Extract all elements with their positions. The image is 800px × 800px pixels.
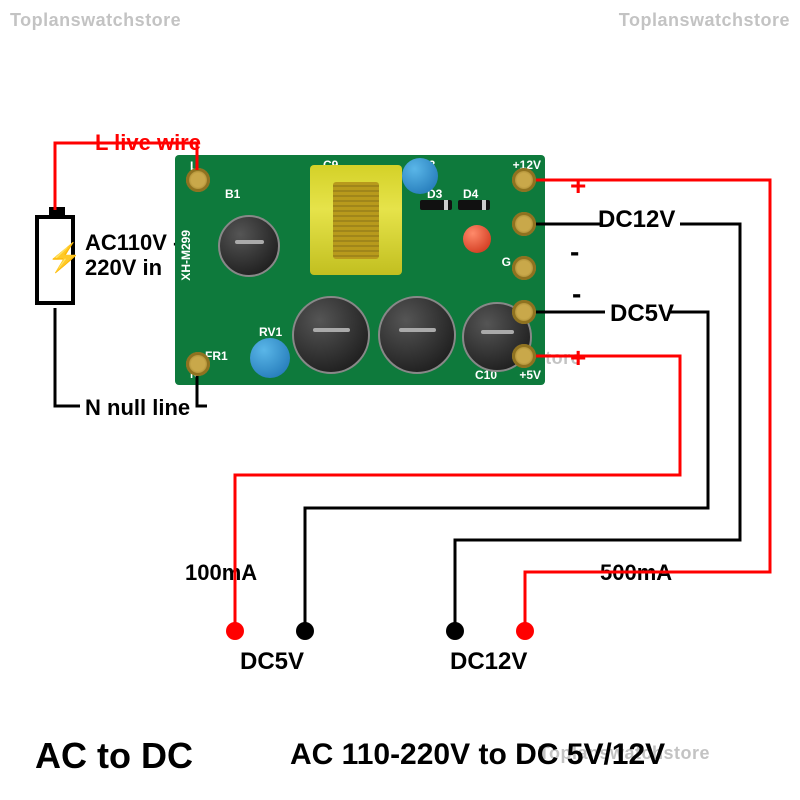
silk-b1: B1 bbox=[225, 187, 240, 201]
pad-l bbox=[186, 168, 210, 192]
transformer bbox=[310, 165, 402, 275]
watermark-tl: Toplanswatchstore bbox=[10, 10, 181, 31]
term-dc12v-neg bbox=[446, 622, 464, 640]
label-dc12v: DC12V bbox=[598, 206, 675, 234]
pad-12v-minus bbox=[512, 212, 536, 236]
term-dc5v-pos bbox=[226, 622, 244, 640]
label-ac-in-1: AC110V - bbox=[85, 230, 180, 256]
label-100ma: 100mA bbox=[185, 560, 257, 586]
ac-source-icon: ⚡ bbox=[35, 215, 75, 305]
bolt-icon: ⚡ bbox=[47, 241, 82, 274]
label-n-null: N null line bbox=[85, 395, 190, 421]
label-plus-5: + bbox=[570, 342, 586, 374]
pad-gnd bbox=[512, 256, 536, 280]
silk-rv1: RV1 bbox=[259, 325, 282, 339]
silk-xh: XH-M299 bbox=[179, 230, 193, 281]
cap-big2 bbox=[378, 296, 456, 374]
label-minus-5: - bbox=[572, 278, 581, 310]
title-left: AC to DC bbox=[35, 735, 193, 777]
term-dc12v-pos bbox=[516, 622, 534, 640]
disc-c3 bbox=[402, 158, 438, 194]
title-right: AC 110-220V to DC 5V/12V bbox=[290, 738, 665, 772]
led-indicator bbox=[463, 225, 491, 253]
cap-big1 bbox=[292, 296, 370, 374]
label-minus-12: - bbox=[570, 236, 579, 268]
silk-d4: D4 bbox=[463, 187, 478, 201]
label-l-live: L live wire bbox=[95, 130, 201, 156]
label-out-dc12v: DC12V bbox=[450, 648, 527, 676]
cap-c1 bbox=[218, 215, 280, 277]
diode-d4 bbox=[458, 200, 490, 210]
pad-5v-minus bbox=[512, 300, 536, 324]
disc-rv1 bbox=[250, 338, 290, 378]
watermark-tr: Toplanswatchstore bbox=[619, 10, 790, 31]
term-dc5v-neg bbox=[296, 622, 314, 640]
label-500ma: 500mA bbox=[600, 560, 672, 586]
silk-p5v: +5V bbox=[519, 368, 541, 382]
pad-n bbox=[186, 352, 210, 376]
pad-5v-plus bbox=[512, 344, 536, 368]
diode-d3 bbox=[420, 200, 452, 210]
pad-12v-plus bbox=[512, 168, 536, 192]
label-ac-in-2: 220V in bbox=[85, 255, 162, 281]
label-plus-12: + bbox=[570, 170, 586, 202]
silk-g: G bbox=[502, 255, 511, 269]
label-dc5v: DC5V bbox=[610, 300, 674, 328]
label-out-dc5v: DC5V bbox=[240, 648, 304, 676]
